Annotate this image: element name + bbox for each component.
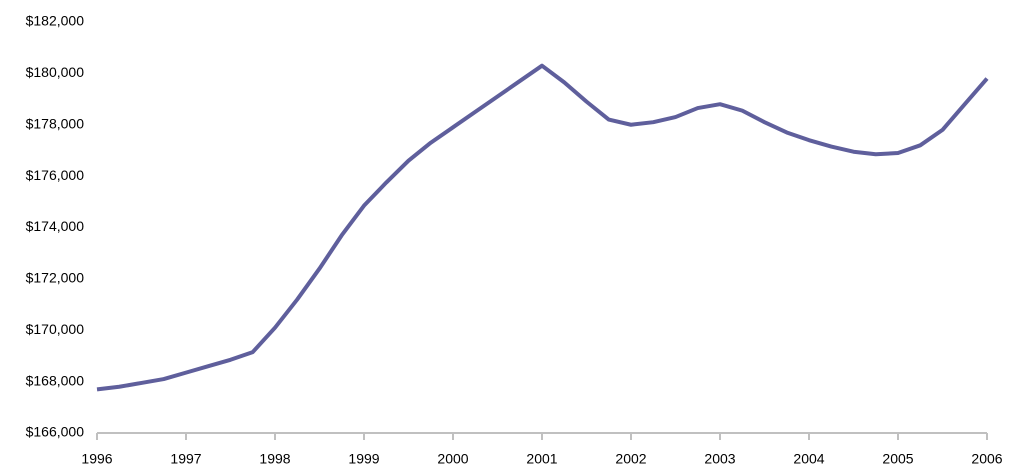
y-tick-label: $178,000 <box>26 115 85 131</box>
x-tick-label: 1997 <box>170 451 201 467</box>
x-tick-label: 1996 <box>81 451 112 467</box>
y-tick-label: $176,000 <box>26 167 85 183</box>
x-tick-label: 2003 <box>704 451 735 467</box>
y-tick-label: $170,000 <box>26 321 85 337</box>
x-tick-label: 1998 <box>259 451 290 467</box>
x-tick-label: 2004 <box>793 451 824 467</box>
y-tick-label: $180,000 <box>26 64 85 80</box>
y-tick-label: $166,000 <box>26 424 85 440</box>
y-tick-label: $182,000 <box>26 13 85 29</box>
x-tick-label: 2005 <box>882 451 913 467</box>
y-tick-label: $172,000 <box>26 270 85 286</box>
x-tick-label: 2000 <box>437 451 468 467</box>
y-tick-label: $168,000 <box>26 372 85 388</box>
line-series <box>96 63 989 392</box>
x-tick-label: 2006 <box>971 451 1002 467</box>
x-tick-label: 2001 <box>526 451 557 467</box>
x-tick-label: 2002 <box>615 451 646 467</box>
y-tick-label: $174,000 <box>26 218 85 234</box>
x-tick-label: 1999 <box>348 451 379 467</box>
